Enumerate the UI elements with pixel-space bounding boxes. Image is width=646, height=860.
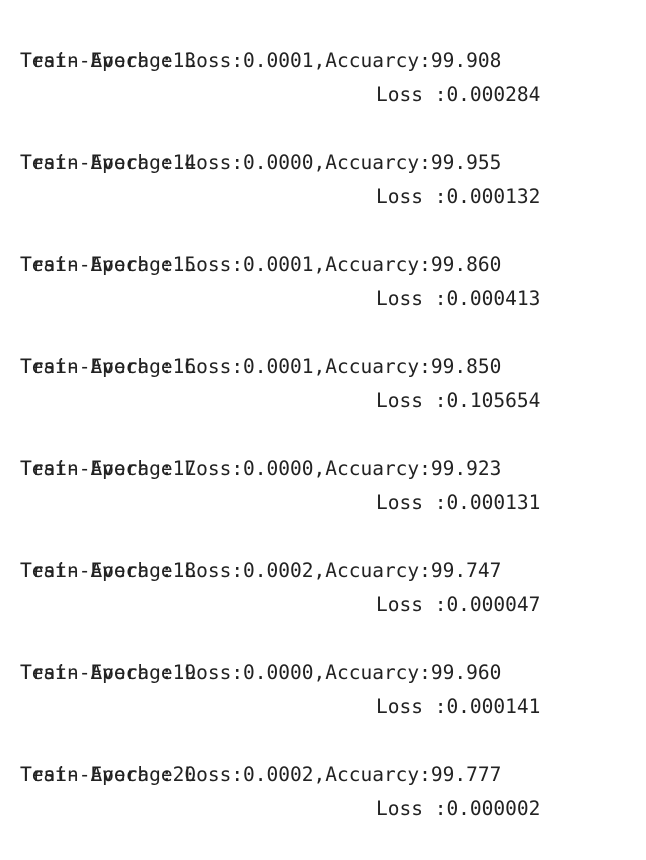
- train-line: Train Epoch :15 Loss :0.000413: [20, 214, 646, 310]
- train-epoch-text: Train Epoch :14: [20, 151, 197, 174]
- train-epoch-text: Train Epoch :13: [20, 49, 197, 72]
- train-loss-text: Loss :0.000132: [376, 185, 541, 208]
- train-loss-text: Loss :0.000284: [376, 83, 541, 106]
- test-line: Test--Average Loss:0.0001,Accuarcy:99.85…: [20, 355, 502, 378]
- train-loss-text: Loss :0.000131: [376, 491, 541, 514]
- console-output: Train Epoch :13 Loss :0.000284 Test--Ave…: [20, 10, 646, 826]
- train-epoch-text: Train Epoch :18: [20, 559, 197, 582]
- train-line: Train Epoch :18 Loss :0.000047: [20, 520, 646, 616]
- log-entry: Train Epoch :19 Loss :0.000141 Test--Ave…: [20, 622, 646, 724]
- log-entry: Train Epoch :20 Loss :0.000002 Test--Ave…: [20, 724, 646, 826]
- log-entry: Train Epoch :13 Loss :0.000284 Test--Ave…: [20, 10, 646, 112]
- test-line: Test--Average Loss:0.0002,Accuarcy:99.77…: [20, 763, 502, 786]
- test-line: Test--Average Loss:0.0001,Accuarcy:99.90…: [20, 49, 502, 72]
- log-entry: Train Epoch :18 Loss :0.000047 Test--Ave…: [20, 520, 646, 622]
- train-line: Train Epoch :16 Loss :0.105654: [20, 316, 646, 412]
- train-epoch-text: Train Epoch :17: [20, 457, 197, 480]
- test-line: Test--Average Loss:0.0000,Accuarcy:99.95…: [20, 151, 502, 174]
- train-loss-text: Loss :0.000047: [376, 593, 541, 616]
- log-entry: Train Epoch :17 Loss :0.000131 Test--Ave…: [20, 418, 646, 520]
- train-epoch-text: Train Epoch :20: [20, 763, 197, 786]
- test-line: Test--Average Loss:0.0001,Accuarcy:99.86…: [20, 253, 502, 276]
- test-line: Test--Average Loss:0.0000,Accuarcy:99.96…: [20, 661, 502, 684]
- train-loss-text: Loss :0.105654: [376, 389, 541, 412]
- train-loss-text: Loss :0.000413: [376, 287, 541, 310]
- train-loss-text: Loss :0.000141: [376, 695, 541, 718]
- train-loss-text: Loss :0.000002: [376, 797, 541, 820]
- train-line: Train Epoch :17 Loss :0.000131: [20, 418, 646, 514]
- train-line: Train Epoch :13 Loss :0.000284: [20, 10, 646, 106]
- log-entry: Train Epoch :16 Loss :0.105654 Test--Ave…: [20, 316, 646, 418]
- train-line: Train Epoch :14 Loss :0.000132: [20, 112, 646, 208]
- log-entry: Train Epoch :14 Loss :0.000132 Test--Ave…: [20, 112, 646, 214]
- test-line: Test--Average Loss:0.0002,Accuarcy:99.74…: [20, 559, 502, 582]
- train-epoch-text: Train Epoch :16: [20, 355, 197, 378]
- train-line: Train Epoch :19 Loss :0.000141: [20, 622, 646, 718]
- test-line: Test--Average Loss:0.0000,Accuarcy:99.92…: [20, 457, 502, 480]
- train-epoch-text: Train Epoch :19: [20, 661, 197, 684]
- log-entry: Train Epoch :15 Loss :0.000413 Test--Ave…: [20, 214, 646, 316]
- train-line: Train Epoch :20 Loss :0.000002: [20, 724, 646, 820]
- train-epoch-text: Train Epoch :15: [20, 253, 197, 276]
